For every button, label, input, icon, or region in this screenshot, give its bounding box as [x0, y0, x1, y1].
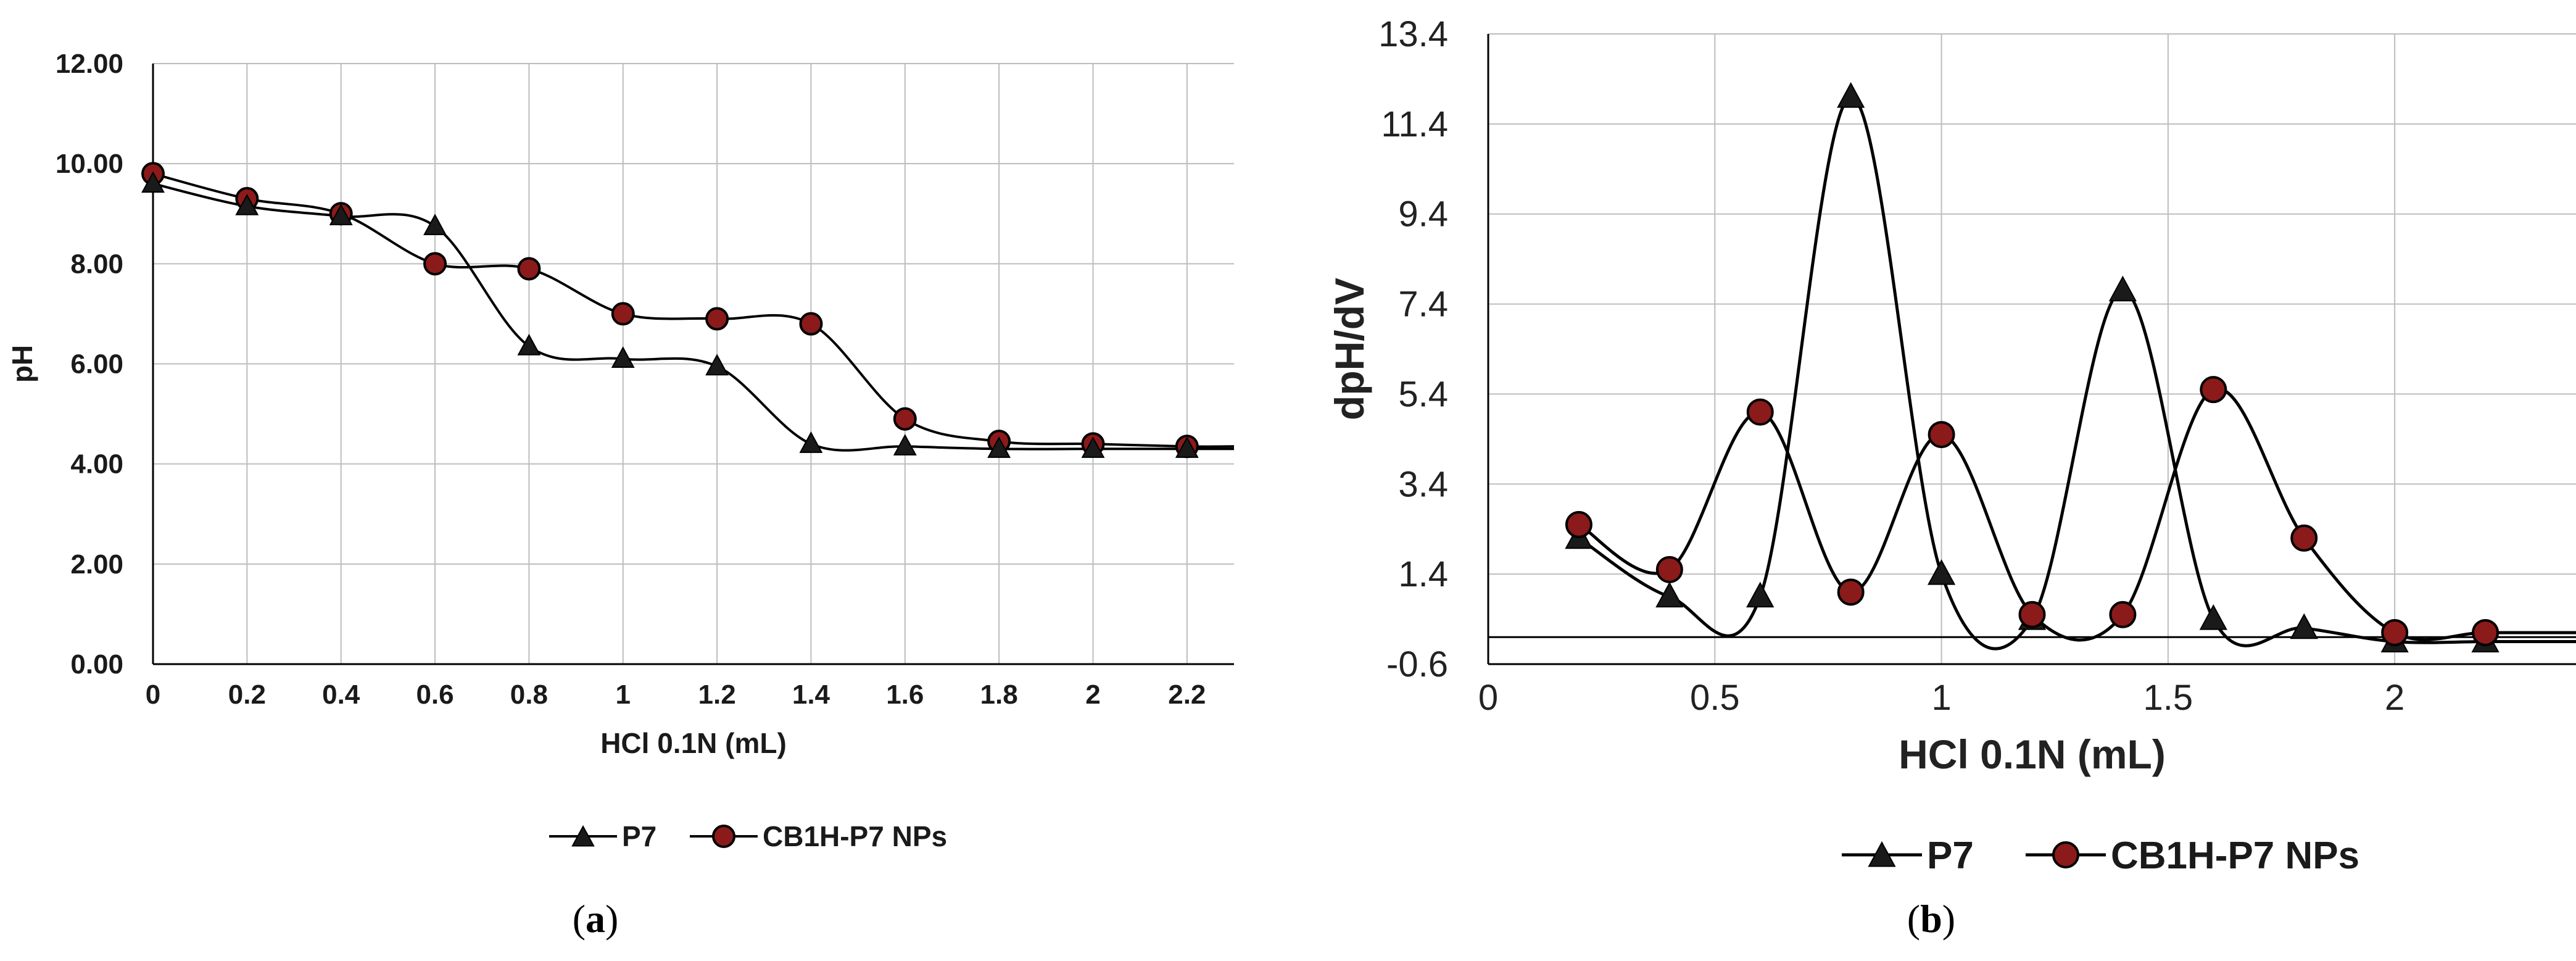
x-tick-label: 0: [1478, 678, 1498, 718]
markers-p7-top: [141, 171, 1199, 458]
y-tick-label: -0.6: [1386, 644, 1448, 684]
data-point-triangle: [1928, 559, 1956, 585]
y-tick-label: 1.4: [1398, 554, 1448, 594]
data-point-triangle: [2199, 604, 2227, 630]
y-tick-label: 0.00: [70, 649, 123, 680]
y-axis-label: pH: [6, 345, 38, 383]
data-point-circle: [517, 257, 541, 281]
panel-label-open: (: [1907, 897, 1920, 941]
data-point-triangle: [799, 431, 823, 453]
data-point-triangle: [2290, 613, 2318, 639]
y-tick-label: 6.00: [70, 349, 123, 380]
x-tick-label: 1.5: [2143, 678, 2193, 718]
panel-label-letter: b: [1920, 897, 1942, 941]
legend-label-cb1h-p7-nps: CB1H-P7 NPs: [763, 820, 947, 852]
x-axis-label: HCl 0.1N (mL): [600, 727, 787, 759]
data-point-triangle: [1746, 581, 1775, 608]
data-point-circle: [2200, 376, 2227, 404]
data-point-circle: [2472, 618, 2499, 646]
x-tick-label: 1.6: [886, 680, 924, 710]
panel-b-chart: 0 0.5 1 1.5 2 -0.6 1.4 3.4 5.4 7.4 9.4 11.4 13.4 HCl …: [1327, 14, 2576, 941]
data-point-circle: [2109, 601, 2137, 628]
data-point-triangle: [141, 171, 165, 193]
data-point-triangle: [235, 194, 259, 215]
panel-label-open: (: [573, 897, 586, 941]
x-tick-label: 2: [1085, 680, 1100, 710]
data-point-circle: [423, 252, 447, 276]
data-point-circle: [1655, 555, 1683, 583]
x-tick-label: 0.2: [228, 680, 266, 710]
data-point-triangle: [1175, 436, 1199, 458]
x-tick-label: 0: [146, 680, 160, 710]
panel-label-letter: a: [586, 897, 605, 941]
x-tick-label: 0.4: [322, 680, 360, 710]
legend: P7 CB1H-P7 NPs: [1842, 834, 2359, 877]
data-point-circle: [1746, 398, 1774, 426]
markers-p7: [1565, 82, 2499, 652]
y-tick-label: 5.4: [1398, 374, 1448, 414]
panel-a-chart: 0 0.2 0.4 0.6 0.8 1 1.2 1.4 1.6 1.8 2 2.2 0.00 2.00 4.…: [6, 49, 1235, 941]
data-point-triangle: [705, 354, 729, 376]
data-point-triangle: [893, 434, 917, 456]
y-tick-label: 10.00: [56, 149, 123, 179]
x-tick-label: 2: [2385, 678, 2404, 718]
data-point-circle: [2381, 618, 2409, 646]
data-point-circle: [2290, 524, 2318, 552]
x-tick-label: 1: [615, 680, 630, 710]
legend-marker-triangle: [1868, 841, 1896, 867]
x-tick-label: 0.8: [510, 680, 548, 710]
legend-label-p7: P7: [622, 820, 656, 852]
x-tick-label: 1.4: [792, 680, 830, 710]
data-point-circle: [893, 407, 917, 431]
x-axis-label: HCl 0.1N (mL): [1899, 731, 2166, 777]
panel-label-close: ): [605, 897, 618, 941]
data-point-circle: [611, 302, 635, 326]
data-point-triangle: [2108, 275, 2137, 302]
x-tick-label: 0.5: [1690, 678, 1740, 718]
x-tick-label: 2.2: [1168, 680, 1206, 710]
data-point-circle: [1837, 578, 1865, 606]
y-tick-label: 8.00: [70, 249, 123, 279]
y-tick-label: 13.4: [1378, 14, 1448, 54]
data-point-triangle: [329, 204, 353, 225]
legend: P7 CB1H-P7 NPs: [549, 820, 947, 852]
x-tick-label: 1: [1931, 678, 1951, 718]
data-point-triangle: [1837, 82, 1865, 108]
y-tick-label: 3.4: [1398, 464, 1448, 504]
y-axis-label: dpH/dV: [1327, 278, 1372, 420]
legend-marker-circle: [712, 825, 735, 848]
panel-label-close: ): [1942, 897, 1955, 941]
y-tick-label: 4.00: [70, 449, 123, 480]
y-tick-label: 7.4: [1398, 285, 1448, 325]
y-tick-label: 12.00: [56, 49, 123, 79]
legend-label-cb1h-p7-nps: CB1H-P7 NPs: [2111, 834, 2359, 877]
legend-label-p7: P7: [1927, 834, 1974, 877]
data-point-triangle: [987, 436, 1011, 458]
panel-label: (b): [1907, 897, 1955, 941]
data-point-triangle: [1655, 581, 1684, 608]
data-point-circle: [705, 307, 729, 331]
y-tick-label: 9.4: [1398, 194, 1448, 235]
data-point-triangle: [1081, 436, 1105, 458]
x-tick-label: 1.8: [980, 680, 1018, 710]
y-tick-label: 11.4: [1381, 104, 1448, 144]
x-tick-label: 0.6: [416, 680, 453, 710]
x-tick-label: 1.2: [698, 680, 736, 710]
data-point-triangle: [517, 334, 541, 356]
data-point-circle: [1565, 510, 1592, 538]
data-point-circle: [799, 312, 823, 336]
data-point-circle: [1928, 421, 1955, 449]
markers-cb1h-p7-nps: [1565, 376, 2499, 646]
legend-marker-circle: [2052, 841, 2079, 868]
panel-label: (a): [573, 897, 619, 941]
data-point-triangle: [611, 346, 635, 368]
data-point-circle: [2018, 601, 2046, 628]
legend-marker-triangle: [571, 825, 595, 847]
data-point-triangle: [423, 214, 447, 235]
y-tick-label: 2.00: [70, 549, 123, 580]
